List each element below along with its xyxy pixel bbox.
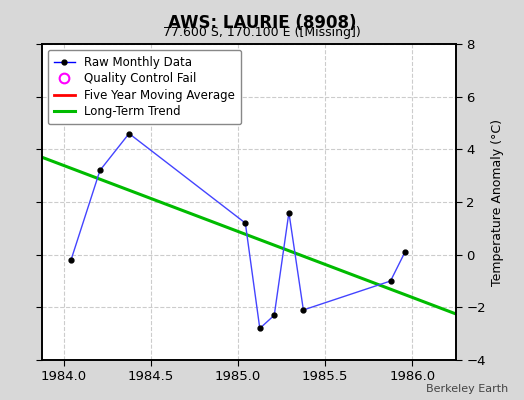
Legend: Raw Monthly Data, Quality Control Fail, Five Year Moving Average, Long-Term Tren: Raw Monthly Data, Quality Control Fail, …	[48, 50, 241, 124]
Text: Berkeley Earth: Berkeley Earth	[426, 384, 508, 394]
Y-axis label: Temperature Anomaly (°C): Temperature Anomaly (°C)	[492, 118, 505, 286]
Text: AWS: LAURIE (8908): AWS: LAURIE (8908)	[168, 14, 356, 32]
Text: 77.600 S, 170.100 E ([Missing]): 77.600 S, 170.100 E ([Missing])	[163, 26, 361, 39]
